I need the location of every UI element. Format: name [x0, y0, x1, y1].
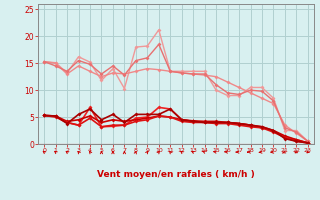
X-axis label: Vent moyen/en rafales ( km/h ): Vent moyen/en rafales ( km/h ) [97, 170, 255, 179]
